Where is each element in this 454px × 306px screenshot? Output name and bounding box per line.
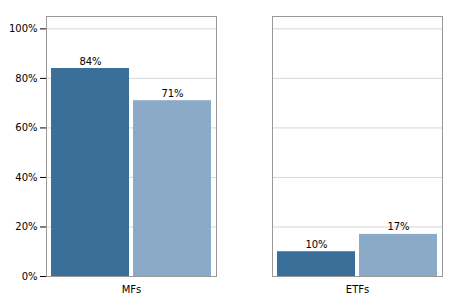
svg-text:10%: 10% xyxy=(305,239,327,250)
svg-text:ETFs: ETFs xyxy=(346,284,369,295)
svg-text:40%: 40% xyxy=(15,172,37,183)
svg-text:20%: 20% xyxy=(15,221,37,232)
svg-text:60%: 60% xyxy=(15,122,37,133)
svg-text:80%: 80% xyxy=(15,73,37,84)
svg-text:0%: 0% xyxy=(22,271,38,282)
svg-text:100%: 100% xyxy=(9,23,38,34)
svg-text:17%: 17% xyxy=(387,221,409,232)
svg-text:84%: 84% xyxy=(79,56,101,67)
svg-text:71%: 71% xyxy=(161,88,183,99)
svg-text:MFs: MFs xyxy=(122,284,142,295)
